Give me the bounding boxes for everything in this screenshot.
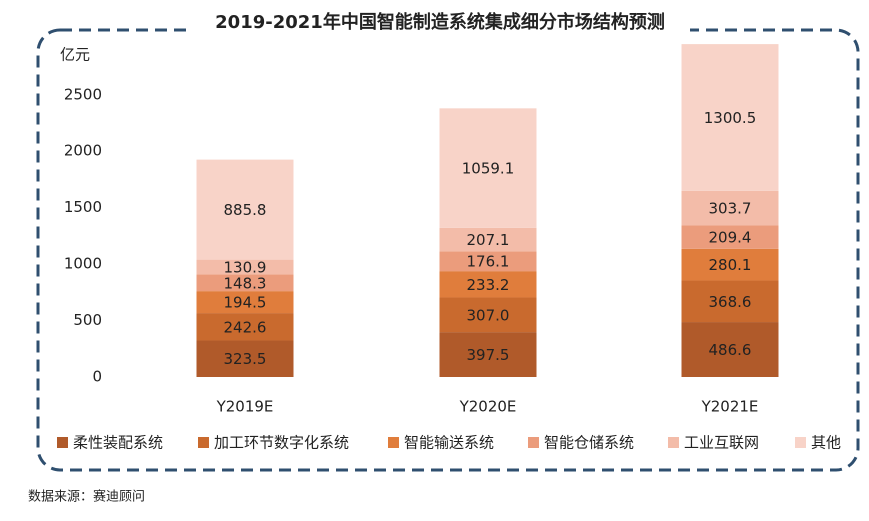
data-label: 194.5: [224, 294, 267, 312]
bar-segment: [439, 297, 537, 333]
bar-segment: [681, 322, 779, 377]
y-tick-label: 2000: [64, 142, 102, 160]
data-label: 130.9: [224, 259, 267, 277]
data-label: 307.0: [467, 306, 510, 324]
legend-label: 智能输送系统: [404, 434, 494, 452]
data-label: 242.6: [224, 318, 267, 336]
source: 数据来源：赛迪顾问: [28, 489, 145, 505]
data-label: 303.7: [709, 200, 752, 218]
legend-swatch: [57, 437, 68, 448]
data-label: 323.5: [224, 350, 267, 368]
legend-label: 柔性装配系统: [73, 434, 163, 452]
legend-swatch: [388, 437, 399, 448]
x-tick-label: Y2019E: [216, 398, 274, 416]
data-label: 486.6: [709, 341, 752, 359]
legend-swatch: [528, 437, 539, 448]
bar-segment: [681, 190, 779, 226]
data-label: 233.2: [467, 276, 510, 294]
bar-segment: [439, 251, 537, 272]
bar-segment: [196, 340, 294, 377]
data-label: 280.1: [709, 256, 752, 274]
bar-segment: [681, 248, 779, 281]
chart-title: 2019-2021年中国智能制造系统集成细分市场结构预测: [215, 11, 665, 33]
y-tick-label: 1000: [64, 255, 102, 273]
data-label: 368.6: [709, 293, 752, 311]
bar-segment: [196, 259, 294, 275]
data-label: 209.4: [709, 229, 752, 247]
bar-segment: [196, 291, 294, 314]
bar-segment: [681, 44, 779, 191]
legend-swatch: [668, 437, 679, 448]
bar-segment: [439, 108, 537, 228]
title-bg: [190, 10, 690, 36]
legend-label: 智能仓储系统: [544, 434, 634, 452]
data-label: 397.5: [467, 346, 510, 364]
bar-segment: [439, 271, 537, 298]
x-tick-label: Y2021E: [701, 398, 759, 416]
legend-swatch: [795, 437, 806, 448]
data-label: 207.1: [467, 231, 510, 249]
bar-segment: [439, 332, 537, 377]
bar-segment: [196, 313, 294, 341]
legend-swatch: [198, 437, 209, 448]
legend-label: 加工环节数字化系统: [214, 434, 349, 452]
bar-segment: [681, 225, 779, 249]
data-label: 885.8: [224, 201, 267, 219]
y-tick-label: 1500: [64, 198, 102, 216]
y-tick-label: 2500: [64, 85, 102, 103]
bar-segment: [196, 274, 294, 292]
bar-segment: [196, 159, 294, 260]
data-label: 176.1: [467, 253, 510, 271]
data-label: 148.3: [224, 274, 267, 292]
legend-label: 其他: [811, 434, 841, 452]
data-label: 1300.5: [704, 109, 757, 127]
data-label: 1059.1: [462, 160, 515, 178]
legend-label: 工业互联网: [684, 434, 759, 452]
x-tick-label: Y2020E: [459, 398, 517, 416]
bar-segment: [681, 280, 779, 323]
bar-segment: [439, 227, 537, 252]
y-axis-label: 亿元: [60, 46, 90, 64]
y-tick-label: 500: [73, 311, 102, 329]
y-tick-label: 0: [92, 368, 102, 386]
